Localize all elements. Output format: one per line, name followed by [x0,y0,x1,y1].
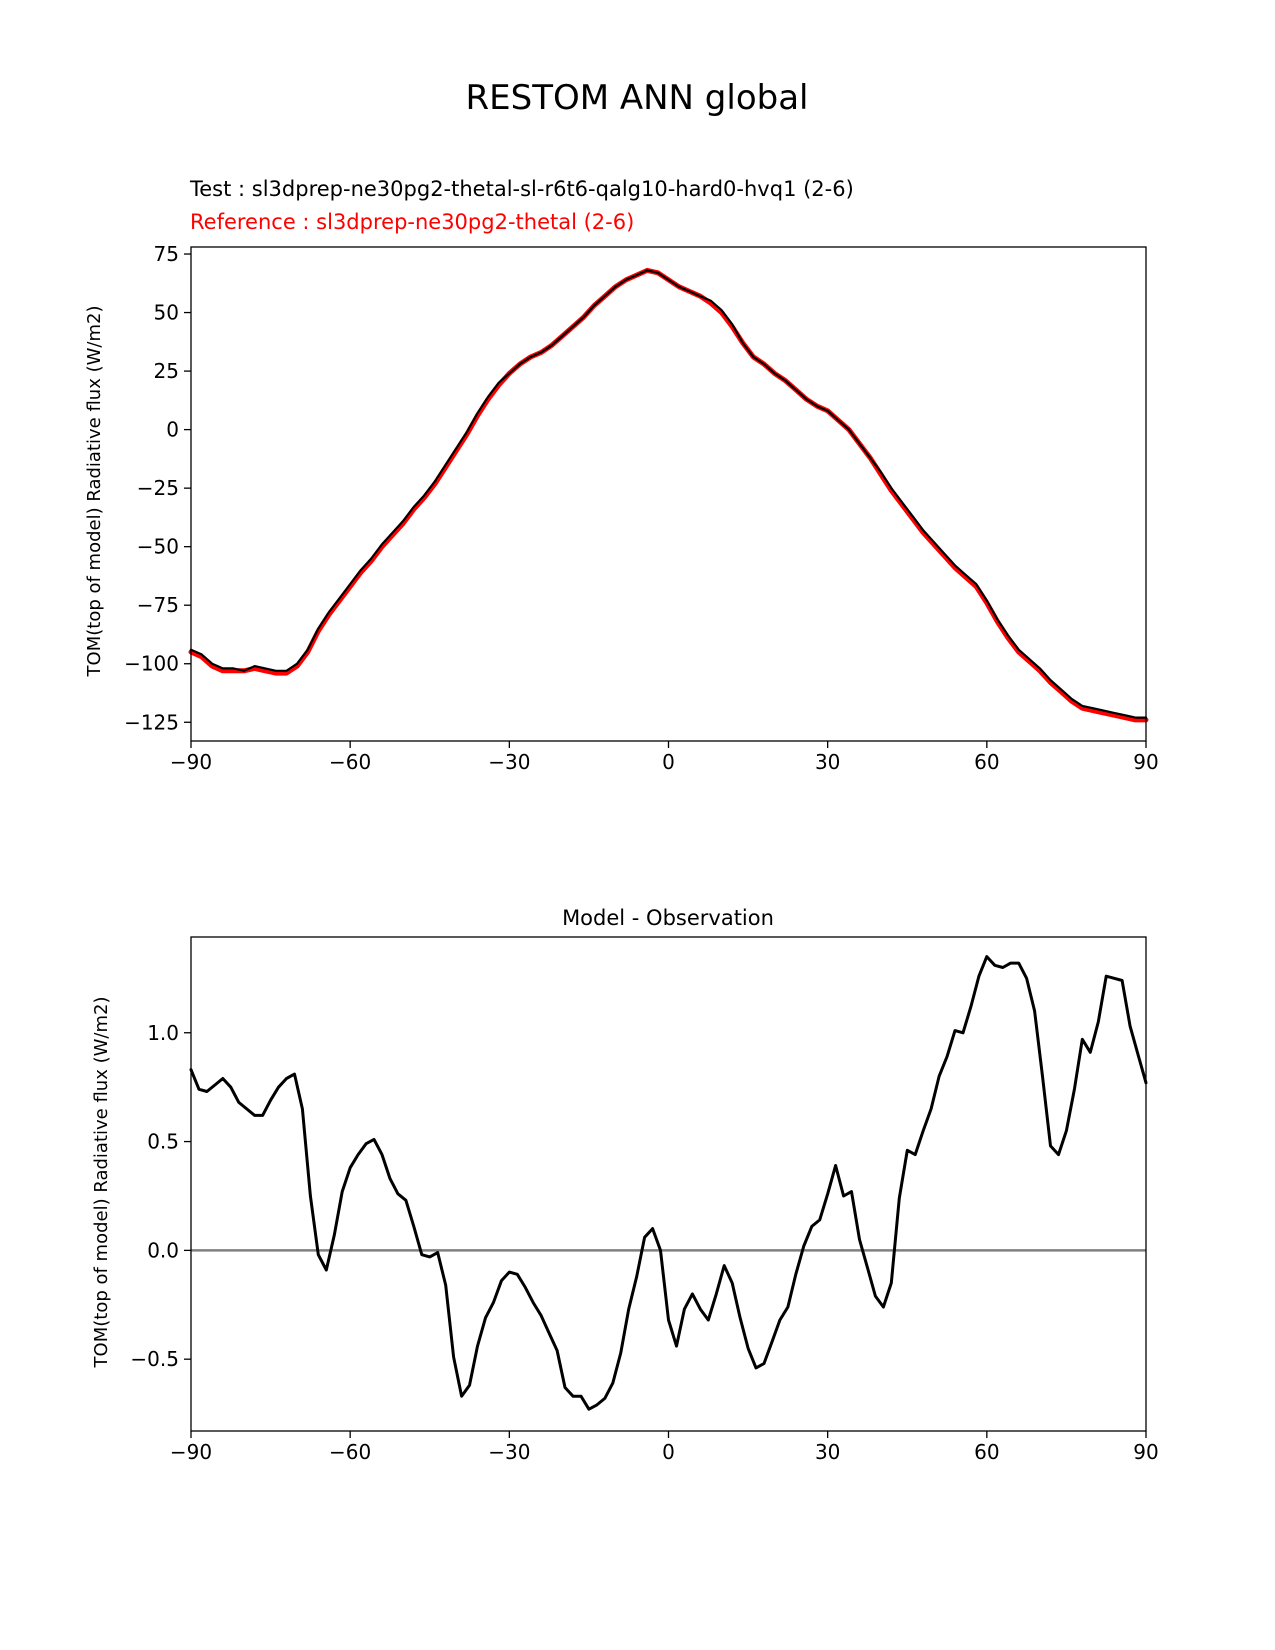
y-tick-label: −125 [124,710,179,734]
y-tick-label: −75 [137,593,179,617]
reference-series-line [188,267,1149,723]
difference-series-line [189,955,1148,1411]
x-tick-label: −90 [170,1440,212,1464]
top-ylabel: TOM(top of model) Radiative flux (W/m2) [84,306,105,678]
y-tick-label: −50 [137,535,179,559]
top-axis-ticks: −90 −60 −30 0 30 60 90 75 50 25 0 −25 −50 −75 −100 −125 [124,242,1159,774]
top-plot-frame [190,246,1147,742]
x-tick-label: 30 [815,750,840,774]
test-series-line [189,269,1148,719]
y-tick-label: 0.5 [147,1130,179,1154]
y-tick-label: 25 [154,359,179,383]
bottom-panel: Model - Observation TOM(top of model) Ra… [91,906,1159,1464]
x-tick-label: −60 [329,750,371,774]
top-panel: Test : sl3dprep-ne30pg2-thetal-sl-r6t6-q… [84,177,1159,774]
x-tick-label: −90 [170,750,212,774]
x-tick-label: 30 [815,1440,840,1464]
y-tick-label: −100 [124,652,179,676]
y-tick-label: 1.0 [147,1021,179,1045]
x-tick-label: 60 [974,1440,999,1464]
bottom-title: Model - Observation [562,906,774,930]
bottom-ylabel: TOM(top of model) Radiative flux (W/m2) [91,997,112,1369]
figure-title: RESTOM ANN global [466,78,809,118]
test-label: Test : sl3dprep-ne30pg2-thetal-sl-r6t6-q… [189,177,854,201]
y-tick-label: 0 [166,418,179,442]
x-tick-label: 90 [1133,1440,1158,1464]
y-tick-label: −25 [137,476,179,500]
x-tick-label: 90 [1133,750,1158,774]
y-tick-label: 0.0 [147,1238,179,1262]
bottom-axis-ticks: −90 −60 −30 0 30 60 90 1.0 0.5 0.0 −0.5 [130,1021,1158,1464]
x-tick-label: 0 [662,1440,675,1464]
y-tick-label: −0.5 [130,1347,179,1371]
top-series-lines [188,267,1149,723]
reference-label: Reference : sl3dprep-ne30pg2-thetal (2-6… [190,210,634,234]
bottom-plot-frame [190,936,1147,1432]
y-tick-label: 50 [154,301,179,325]
x-tick-label: 0 [662,750,675,774]
x-tick-label: 60 [974,750,999,774]
x-tick-label: −30 [488,750,530,774]
x-tick-label: −60 [329,1440,371,1464]
bottom-series-lines [189,955,1148,1411]
y-tick-label: 75 [154,242,179,266]
x-tick-label: −30 [488,1440,530,1464]
